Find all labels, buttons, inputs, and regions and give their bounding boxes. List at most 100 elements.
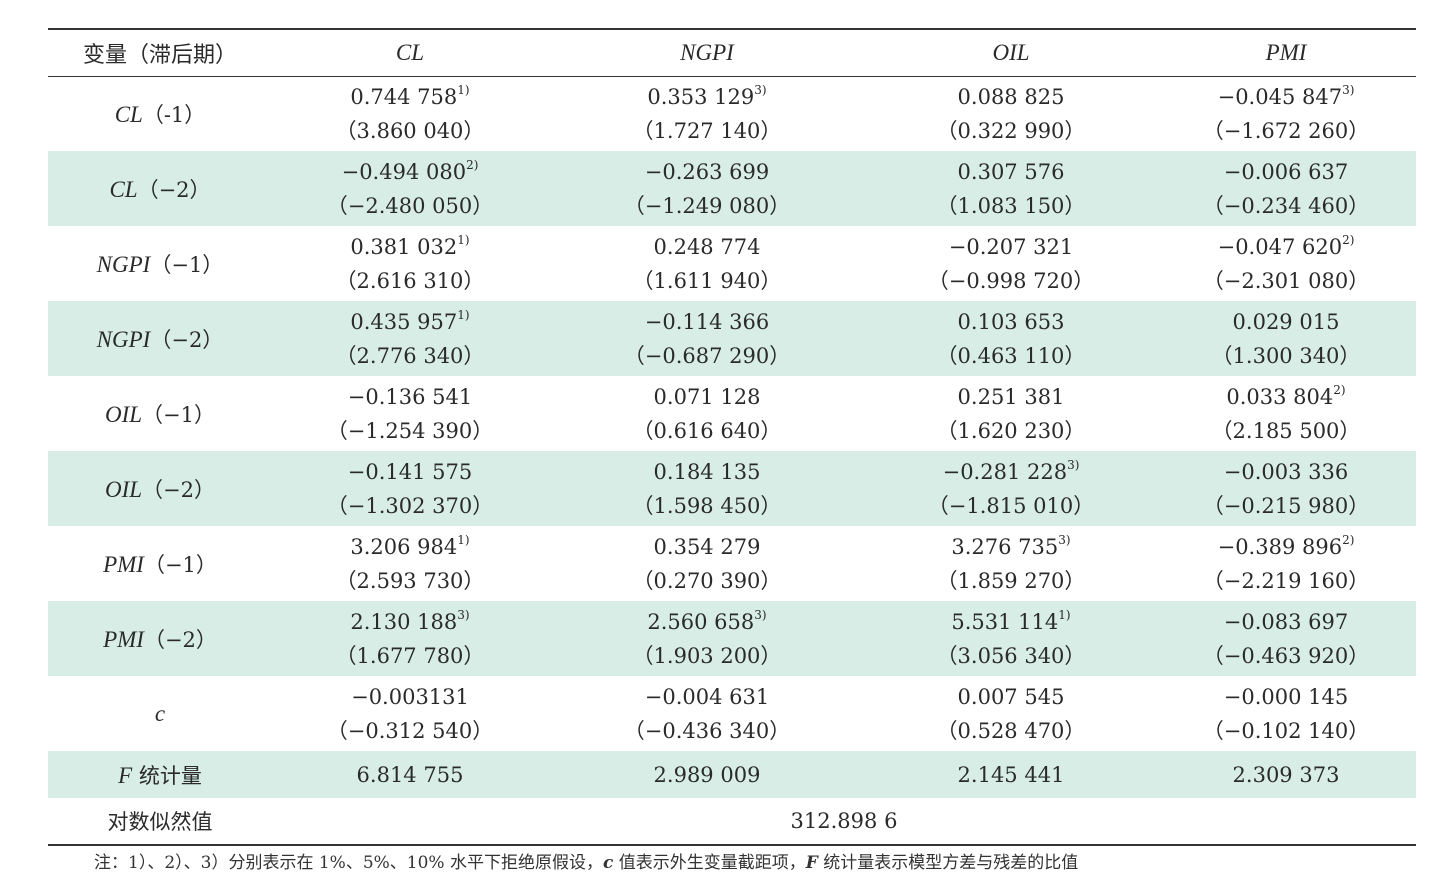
coefficient-line: 0.248 774 xyxy=(548,230,866,264)
coefficient-cell: 0.088 825 （0.322 990） xyxy=(866,76,1156,151)
t-statistic-value: （−2.301 080） xyxy=(1202,268,1370,293)
row-lag: （−2） xyxy=(150,327,224,352)
table-row: PMI（−1） 3.206 9841) （2.593 730） 0.354 279 （0… xyxy=(48,526,1416,601)
t-statistic-value: （3.860 040） xyxy=(335,118,485,143)
coefficient-cell: −0.263 699 （−1.249 080） xyxy=(548,151,866,226)
log-likelihood-label: 对数似然值 xyxy=(48,798,272,846)
t-statistic-value: （0.270 390） xyxy=(632,568,782,593)
coefficient-cell: 0.029 015 （1.300 340） xyxy=(1156,301,1416,376)
coefficient-cell: 0.353 1293) （1.727 140） xyxy=(548,76,866,151)
row-lag: （−1） xyxy=(143,552,217,577)
coefficient-line: −0.004 631 xyxy=(548,680,866,714)
coefficient-value: −0.494 080 xyxy=(341,159,467,184)
coefficient-line: 0.103 653 xyxy=(866,305,1156,339)
significance-marker: 2) xyxy=(1342,232,1355,247)
coefficient-line: 0.184 135 xyxy=(548,455,866,489)
significance-marker: 2) xyxy=(1333,382,1346,397)
coefficient-value: 2.560 658 xyxy=(647,609,755,634)
t-statistic-value: （0.322 990） xyxy=(936,118,1086,143)
coefficient-value: 0.354 279 xyxy=(653,534,761,559)
significance-marker: 3) xyxy=(1067,457,1080,472)
header-variable-lag: 变量（滞后期） xyxy=(48,28,272,77)
note-f: F xyxy=(805,853,818,873)
coefficient-cell: 2.560 6583) （1.903 200） xyxy=(548,601,866,676)
coefficient-cell: 0.354 279 （0.270 390） xyxy=(548,526,866,601)
coefficient-value: 0.744 758 xyxy=(350,84,458,109)
note-c: c xyxy=(602,853,614,873)
row-variable: OIL xyxy=(104,476,143,502)
coefficient-cell: 2.130 1883) （1.677 780） xyxy=(272,601,548,676)
coefficient-value: 0.435 957 xyxy=(350,309,458,334)
significance-marker: 3) xyxy=(754,607,767,622)
significance-marker: 1) xyxy=(457,532,470,547)
row-variable: NGPI xyxy=(96,326,151,352)
t-statistic-value: （−0.436 340） xyxy=(623,718,791,743)
f-statistic-var: F xyxy=(118,762,133,788)
t-statistic-value: （−0.463 920） xyxy=(1202,643,1370,668)
row-variable: PMI xyxy=(103,626,144,652)
coefficient-value: −0.263 699 xyxy=(644,159,770,184)
t-statistic-value: （1.598 450） xyxy=(632,493,782,518)
f-statistic-value: 6.814 755 xyxy=(272,751,548,798)
significance-marker: 3) xyxy=(754,82,767,97)
row-variable: OIL xyxy=(104,401,143,427)
coefficient-cell: −0.006 637 （−0.234 460） xyxy=(1156,151,1416,226)
row-lag: （-1） xyxy=(142,102,206,127)
table-row: CL（−2） −0.494 0802) （−2.480 050） −0.263 699… xyxy=(48,151,1416,226)
coefficient-value: 0.353 129 xyxy=(647,84,755,109)
coefficient-line: 0.381 0321) xyxy=(272,230,548,264)
row-label: NGPI（−1） xyxy=(48,226,272,301)
t-statistic-value: （−2.480 050） xyxy=(326,193,494,218)
table-row: OIL（−2） −0.141 575 （−1.302 370） 0.184 135 （1… xyxy=(48,451,1416,526)
t-statistic-value: （−0.312 540） xyxy=(326,718,494,743)
t-statistic-value: （−1.815 010） xyxy=(927,493,1095,518)
row-label: c xyxy=(48,676,272,751)
coefficient-cell: −0.045 8473) （−1.672 260） xyxy=(1156,76,1416,151)
t-statistic-value: （1.903 200） xyxy=(632,643,782,668)
f-statistic-text: 统计量 xyxy=(132,763,202,788)
t-statistic-value: （2.616 310） xyxy=(335,268,485,293)
coefficient-value: 0.033 804 xyxy=(1226,384,1334,409)
t-statistic-value: （1.300 340） xyxy=(1211,343,1361,368)
coefficient-line: 0.251 381 xyxy=(866,380,1156,414)
row-variable: PMI xyxy=(103,551,144,577)
coefficient-line: −0.114 366 xyxy=(548,305,866,339)
coefficient-cell: 0.248 774 （1.611 940） xyxy=(548,226,866,301)
table-row: NGPI（−2） 0.435 9571) （2.776 340） −0.114 366… xyxy=(48,301,1416,376)
coefficient-value: −0.389 896 xyxy=(1217,534,1343,559)
coefficient-cell: −0.003 336 （−0.215 980） xyxy=(1156,451,1416,526)
coefficient-value: −0.281 228 xyxy=(942,459,1068,484)
coefficient-cell: −0.207 321 （−0.998 720） xyxy=(866,226,1156,301)
coefficient-cell: 0.033 8042) （2.185 500） xyxy=(1156,376,1416,451)
table-row: NGPI（−1） 0.381 0321) （2.616 310） 0.248 774 （… xyxy=(48,226,1416,301)
header-col-ngpi: NGPI xyxy=(548,28,866,77)
coefficient-cell: −0.389 8962) （−2.219 160） xyxy=(1156,526,1416,601)
coefficient-value: 0.071 128 xyxy=(653,384,761,409)
row-label: OIL（−2） xyxy=(48,451,272,526)
coefficient-value: 0.103 653 xyxy=(957,309,1065,334)
t-statistic-value: （−0.215 980） xyxy=(1202,493,1370,518)
log-likelihood-value: 312.898 6 xyxy=(272,798,1416,846)
coefficient-cell: −0.083 697 （−0.463 920） xyxy=(1156,601,1416,676)
coefficient-cell: −0.281 2283) （−1.815 010） xyxy=(866,451,1156,526)
coefficient-cell: 0.381 0321) （2.616 310） xyxy=(272,226,548,301)
f-statistic-label: F 统计量 xyxy=(48,751,272,798)
coefficient-line: 0.354 279 xyxy=(548,530,866,564)
coefficient-value: 0.007 545 xyxy=(957,684,1065,709)
row-lag: （−2） xyxy=(137,177,211,202)
coefficient-line: 0.033 8042) xyxy=(1156,380,1416,414)
row-variable: NGPI xyxy=(96,251,151,277)
coefficient-cell: 0.103 653 （0.463 110） xyxy=(866,301,1156,376)
regression-table: 变量（滞后期） CL NGPI OIL PMI CL（-1） 0.744 7581… xyxy=(48,28,1416,846)
coefficient-cell: 0.007 545 （0.528 470） xyxy=(866,676,1156,751)
coefficient-value: 0.088 825 xyxy=(957,84,1065,109)
header-col-pmi: PMI xyxy=(1156,28,1416,77)
header-row: 变量（滞后期） CL NGPI OIL PMI xyxy=(48,28,1416,77)
coefficient-value: −0.083 697 xyxy=(1223,609,1349,634)
coefficient-cell: 0.744 7581) （3.860 040） xyxy=(272,76,548,151)
coefficient-cell: −0.494 0802) （−2.480 050） xyxy=(272,151,548,226)
header-col-oil: OIL xyxy=(866,28,1156,77)
t-statistic-value: （2.593 730） xyxy=(335,568,485,593)
t-statistic-value: （−0.102 140） xyxy=(1202,718,1370,743)
row-variable: c xyxy=(154,700,166,726)
